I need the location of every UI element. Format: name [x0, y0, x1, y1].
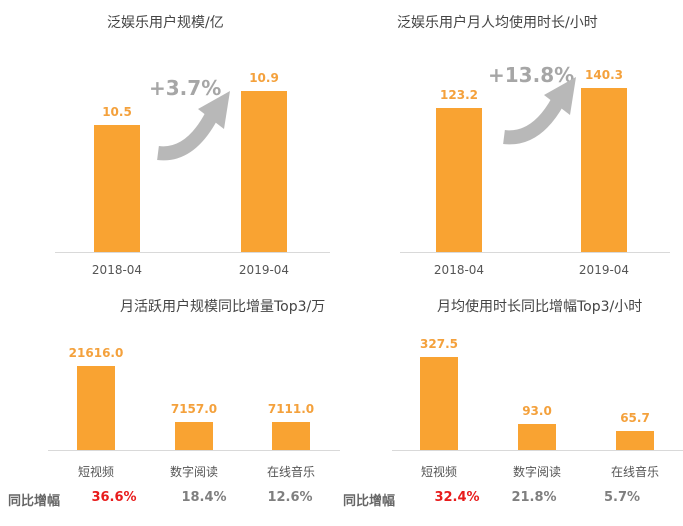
bar: [518, 423, 556, 450]
chart-title: 泛娱乐用户月人均使用时长/小时: [397, 15, 598, 31]
x-tick-label: 2018-04: [91, 263, 143, 277]
x-tick-label: 数字阅读: [512, 465, 561, 479]
value-label: 140.3: [585, 67, 623, 82]
x-axis-line: [48, 450, 340, 451]
bar: [616, 431, 654, 450]
x-axis-line: [392, 450, 683, 451]
yoy-value: 32.4%: [434, 490, 480, 505]
x-tick-label: 2019-04: [238, 263, 290, 277]
yoy-row-label: 同比增幅: [8, 494, 61, 509]
growth-arrow-icon: [157, 91, 230, 161]
chart-title: 月均使用时长同比增幅Top3/小时: [437, 299, 643, 315]
bar: [77, 365, 115, 450]
x-tick-label: 数字阅读: [169, 465, 218, 479]
value-label: 65.7: [620, 411, 650, 426]
yoy-value: 21.8%: [511, 490, 557, 505]
yoy-row-label: 同比增幅: [343, 494, 396, 509]
x-tick-label: 短视频: [77, 465, 114, 479]
x-axis-line: [400, 252, 670, 253]
bar: [581, 87, 627, 252]
bar: [94, 124, 140, 252]
value-label: 327.5: [420, 336, 458, 351]
yoy-value: 36.6%: [91, 490, 137, 505]
value-label: 7111.0: [267, 402, 315, 417]
value-label: 10.5: [102, 104, 132, 119]
x-tick-label: 短视频: [420, 465, 457, 479]
x-tick-label: 2019-04: [578, 263, 630, 277]
growth-annotation: +13.8%: [488, 63, 575, 87]
bar: [175, 422, 213, 450]
value-label: 93.0: [522, 403, 552, 418]
x-tick-label: 在线音乐: [610, 465, 659, 479]
growth-arrow-icon: [503, 77, 576, 145]
bar: [241, 90, 287, 252]
value-label: 10.9: [249, 70, 279, 85]
yoy-value: 5.7%: [603, 490, 641, 505]
bar: [420, 356, 458, 450]
x-tick-label: 在线音乐: [266, 465, 315, 479]
chart-title: 月活跃用户规模同比增量Top3/万: [120, 299, 326, 315]
yoy-value: 18.4%: [181, 490, 227, 505]
yoy-value: 12.6%: [267, 490, 313, 505]
bar: [436, 107, 482, 252]
bar: [272, 422, 310, 450]
x-tick-label: 2018-04: [433, 263, 485, 277]
growth-annotation: +3.7%: [149, 76, 222, 100]
value-label: 21616.0: [68, 345, 124, 360]
value-label: 7157.0: [170, 402, 218, 417]
chart-title: 泛娱乐用户规模/亿: [107, 15, 224, 31]
x-axis-line: [55, 252, 330, 253]
value-label: 123.2: [440, 87, 478, 102]
